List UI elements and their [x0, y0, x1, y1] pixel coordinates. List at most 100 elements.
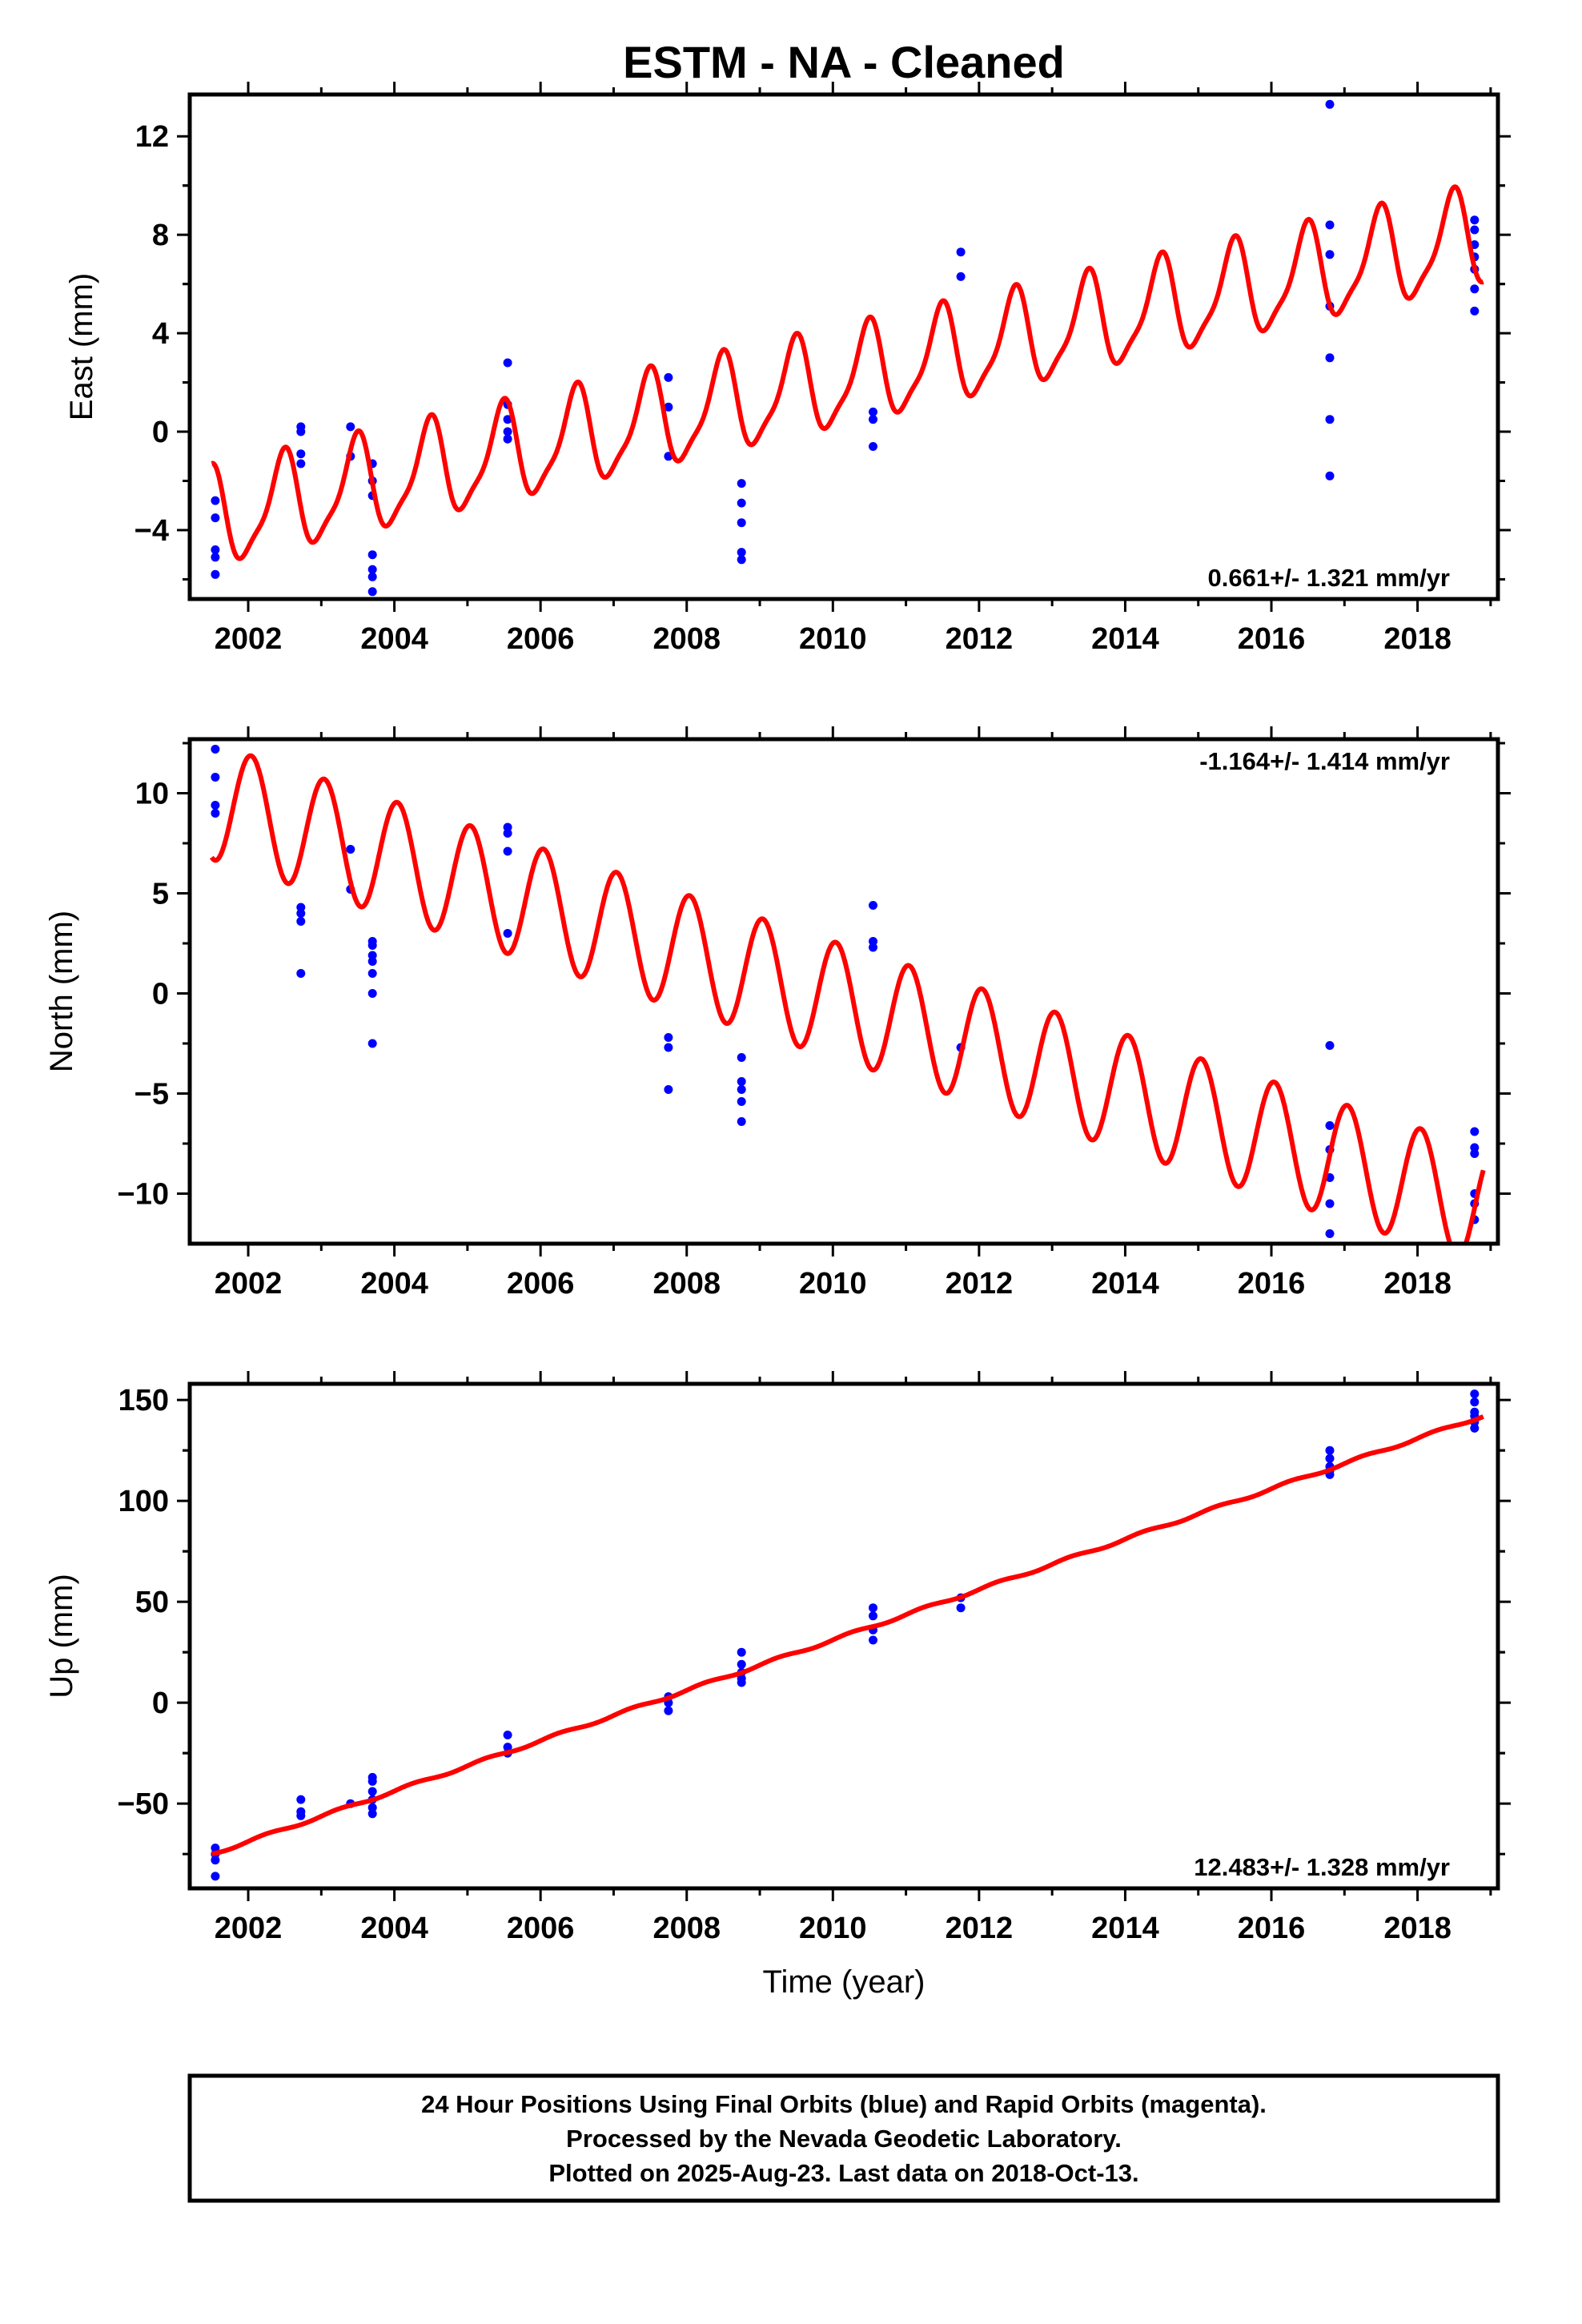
data-point — [869, 943, 877, 952]
x-tick-label: 2008 — [652, 1912, 721, 1945]
data-point — [1470, 1397, 1480, 1407]
y-tick-label: 12 — [135, 120, 169, 154]
fit-curve — [210, 184, 1485, 561]
data-point — [503, 1731, 512, 1739]
data-point — [296, 427, 306, 436]
plot-area — [210, 1389, 1485, 1881]
data-point — [956, 271, 966, 281]
data-point — [211, 1872, 220, 1881]
data-point — [1325, 1229, 1335, 1238]
x-tick-label: 2016 — [1238, 622, 1306, 656]
y-tick-label: 0 — [152, 978, 169, 1011]
data-point — [737, 555, 746, 565]
panel-frame — [187, 92, 1500, 601]
data-point — [367, 1787, 377, 1796]
data-point — [956, 247, 966, 257]
data-point — [503, 427, 512, 436]
x-tick-label: 2018 — [1383, 1912, 1452, 1945]
up-panel: 2002 2004 2006 2008 2010 2012 2014 2016 2018 −50 0… — [44, 1371, 1511, 1945]
data-point — [503, 434, 512, 444]
data-point — [664, 1706, 673, 1715]
data-point — [737, 498, 746, 508]
data-point — [211, 496, 220, 505]
data-point — [346, 422, 355, 432]
data-point — [296, 1795, 306, 1804]
data-point — [737, 1085, 746, 1094]
data-point — [869, 1603, 877, 1613]
rate-label: -1.164+/- 1.414 mm/yr — [1199, 747, 1450, 775]
y-tick-label: −4 — [135, 514, 169, 548]
plot-area — [209, 745, 1486, 1244]
data-point — [367, 1809, 377, 1819]
x-tick-label: 2012 — [946, 622, 1014, 656]
data-point — [503, 929, 512, 938]
footer-frame — [187, 2073, 1500, 2203]
data-point — [1325, 415, 1335, 424]
data-point — [737, 1647, 746, 1657]
x-tick-label: 2008 — [652, 622, 721, 656]
data-point — [367, 1039, 377, 1048]
data-point — [869, 442, 877, 451]
data-point — [503, 358, 512, 368]
data-point — [296, 459, 306, 468]
data-point — [367, 1776, 377, 1786]
data-point — [367, 941, 377, 950]
data-point — [664, 1033, 673, 1042]
data-point — [211, 773, 220, 782]
data-point — [664, 1043, 673, 1052]
x-tick-label: 2004 — [360, 1267, 428, 1301]
data-point — [211, 569, 220, 579]
data-point — [664, 1085, 673, 1094]
data-point — [737, 1097, 746, 1106]
data-point — [1470, 1389, 1480, 1399]
data-point — [737, 479, 746, 489]
data-point — [367, 572, 377, 581]
y-tick-label: −50 — [118, 1787, 169, 1821]
data-point — [367, 989, 377, 998]
data-point — [869, 1635, 877, 1645]
data-point — [211, 809, 220, 818]
data-point — [503, 846, 512, 856]
y-tick-label: 0 — [152, 1687, 169, 1720]
footer-box: 24 Hour Positions Using Final Orbits (bl… — [187, 2073, 1500, 2203]
data-point — [869, 901, 877, 910]
data-point — [211, 1844, 220, 1853]
data-point — [1470, 306, 1480, 316]
data-point — [1470, 215, 1480, 225]
data-point — [1325, 99, 1335, 109]
data-point — [737, 1678, 746, 1687]
x-tick-label: 2006 — [507, 1267, 575, 1301]
data-point — [1470, 1423, 1480, 1433]
data-point — [737, 518, 746, 528]
x-tick-label: 2014 — [1091, 1912, 1159, 1945]
data-point — [1470, 1127, 1480, 1136]
y-tick-label: 4 — [152, 317, 169, 351]
footer-line-3: Plotted on 2025-Aug-23. Last data on 201… — [548, 2159, 1138, 2187]
data-point — [1325, 1121, 1335, 1130]
y-axis-title: North (mm) — [44, 911, 79, 1072]
data-point — [503, 415, 512, 424]
data-point — [211, 553, 220, 562]
data-point — [869, 1611, 877, 1621]
x-tick-label: 2010 — [799, 1912, 867, 1945]
x-tick-label: 2008 — [652, 1267, 721, 1301]
x-tick-label: 2002 — [215, 1912, 283, 1945]
data-point — [869, 415, 877, 424]
data-point — [737, 1053, 746, 1062]
data-point — [296, 449, 306, 459]
data-point — [296, 1811, 306, 1820]
data-point — [367, 957, 377, 966]
data-point — [296, 969, 306, 978]
y-tick-label: 5 — [152, 878, 169, 911]
data-point — [211, 801, 220, 810]
y-tick-label: 0 — [152, 416, 169, 449]
x-tick-label: 2016 — [1238, 1912, 1306, 1945]
footer-line-1: 24 Hour Positions Using Final Orbits (bl… — [421, 2090, 1267, 2118]
data-point — [211, 513, 220, 523]
data-point — [296, 917, 306, 926]
data-point — [664, 372, 673, 382]
data-point — [367, 969, 377, 978]
fit-curve — [210, 1414, 1485, 1857]
x-tick-label: 2002 — [215, 1267, 283, 1301]
